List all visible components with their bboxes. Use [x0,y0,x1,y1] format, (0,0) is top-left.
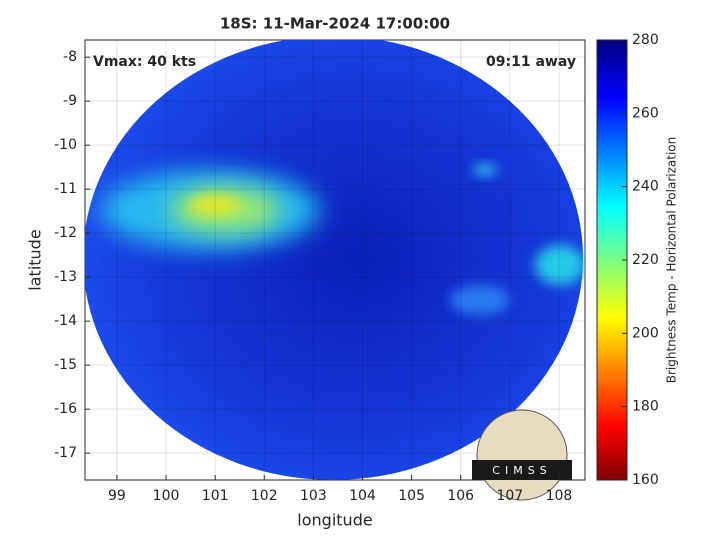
y-tick-label: -16 [54,401,77,417]
y-tick-label: -15 [54,357,77,373]
x-tick-label: 106 [447,488,474,504]
colorbar-tick-label: 180 [632,399,659,415]
x-axis-label: longitude [297,511,372,530]
colorbar-tick-label: 220 [632,252,659,268]
logo: CIMSS [472,409,572,501]
x-tick-label: 100 [153,488,180,504]
annotation: 09:11 away [486,54,576,70]
y-tick-label: -14 [54,313,77,329]
colorbar-label: Brightness Temp - Horizontal Polarizatio… [665,137,679,384]
colorbar-tick-label: 260 [632,105,659,121]
x-tick-label: 99 [108,488,126,504]
x-tick-label: 107 [496,488,523,504]
y-tick-label: -8 [63,49,77,65]
logo-text: CIMSS [492,464,551,477]
cloud [190,195,240,215]
y-tick-label: -9 [63,93,77,109]
y-tick-label: -10 [54,137,77,153]
y-tick-label: -13 [54,269,77,285]
colorbar-tick-label: 160 [632,472,659,488]
x-tick-label: 102 [251,488,278,504]
image [85,40,585,480]
chart-title: 18S: 11-Mar-2024 17:00:00 [220,15,450,33]
y-tick-label: -11 [54,181,77,197]
swath [85,40,583,480]
annotation: Vmax: 40 kts [93,54,196,70]
colorbar-tick-label: 240 [632,179,659,195]
x-tick-label: 104 [349,488,376,504]
cloud [450,285,510,315]
x-tick-label: 103 [300,488,327,504]
colorbar-tick-label: 200 [632,325,659,341]
x-tick-label: 105 [398,488,425,504]
y-tick-label: -12 [54,225,77,241]
x-tick-label: 101 [202,488,229,504]
cloud [535,245,585,285]
grid [85,40,585,480]
x-tick-label: 108 [546,488,573,504]
y-tick-label: -17 [54,445,77,461]
colorbar-tick-label: 280 [632,32,659,48]
y-axis-label: latitude [26,229,45,290]
cloud [473,164,497,176]
